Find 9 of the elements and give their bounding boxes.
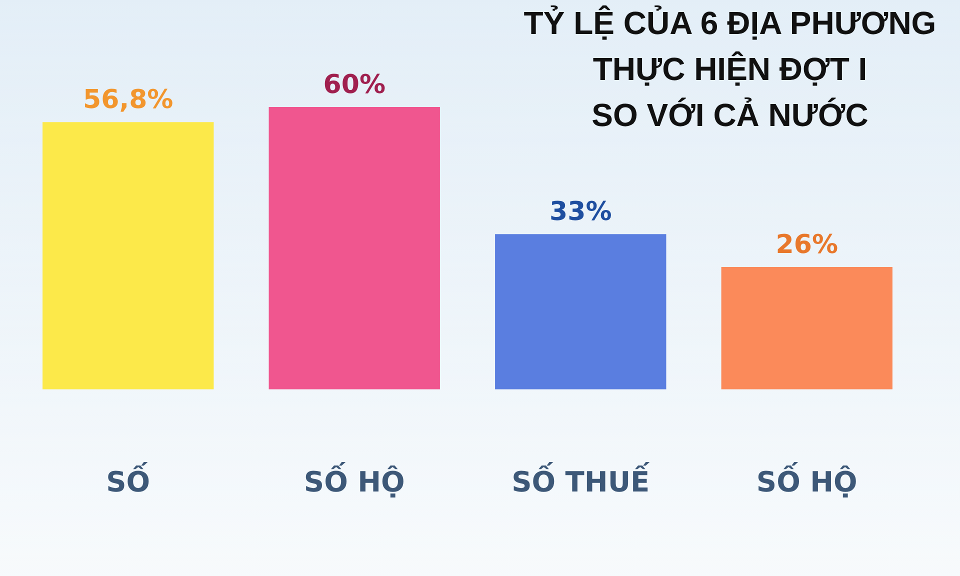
data-label: 60% <box>323 70 386 100</box>
data-label: 33% <box>550 196 612 227</box>
x-tick-label: SỐ THUẾ <box>512 461 651 498</box>
data-label: 26% <box>776 230 838 260</box>
x-tick-label: SỐ HỘ <box>756 461 858 498</box>
x-tick-label: SỐ <box>106 461 150 498</box>
data-label: 56,8% <box>83 84 174 115</box>
chart-title: TỶ LỆ CỦA 6 ĐỊA PHƯƠNG THỰC HIỆN ĐỢT I SO VỚI CẢ NƯỚC <box>522 4 938 135</box>
x-tick-label: SỐ HỘ <box>304 461 405 498</box>
